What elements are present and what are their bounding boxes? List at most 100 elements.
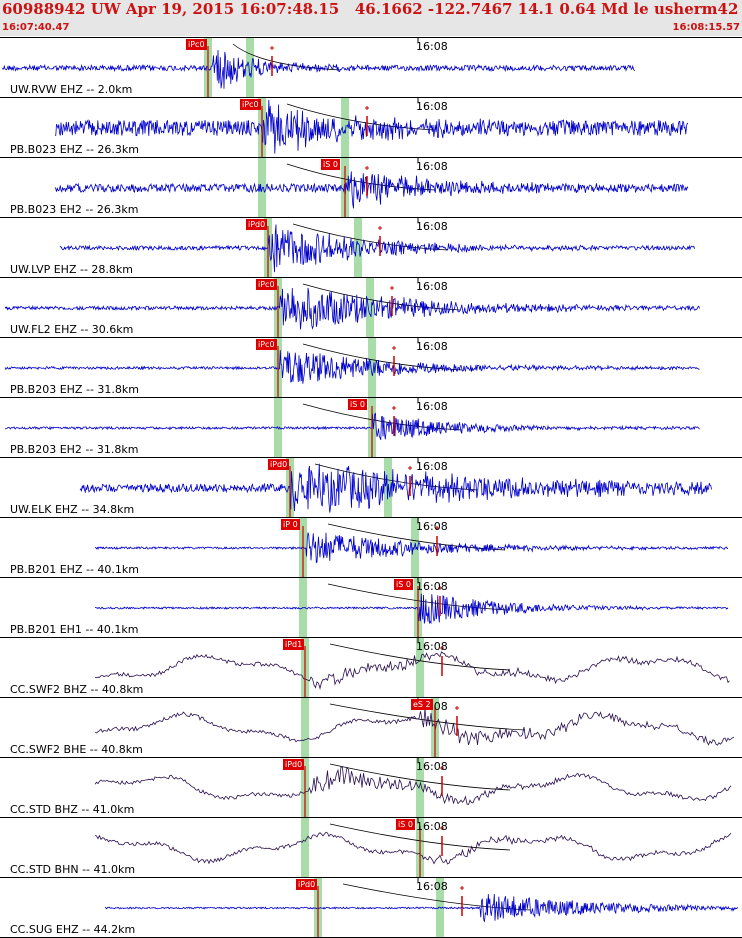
- trace-panel: UW.FL2 EHZ -- 30.6km 16:08 iPc0: [0, 277, 742, 337]
- waveform-trace: [4, 287, 700, 330]
- travel-time-curve: [302, 343, 463, 371]
- p-pick-label[interactable]: iPd1: [283, 639, 305, 650]
- travel-time-curve: [286, 103, 436, 131]
- time-tick-label: 16:08: [416, 220, 448, 233]
- amplitude-cross: [440, 826, 444, 830]
- p-pick-label[interactable]: iPd0: [283, 759, 305, 770]
- travel-time-curve: [286, 163, 436, 191]
- time-tick-label: 16:08: [416, 760, 448, 773]
- travel-time-curve: [329, 823, 511, 851]
- p-pick-label[interactable]: iPc0: [256, 339, 277, 350]
- time-tick-label: 16:08: [416, 580, 448, 593]
- s-pick-label[interactable]: iS 0: [348, 399, 367, 410]
- s-pick-label[interactable]: iS 0: [321, 159, 340, 170]
- waveform-trace: [79, 463, 712, 513]
- waveform-plot: [54, 98, 689, 157]
- amplitude-cross: [392, 346, 396, 350]
- channel-label: PB.B203 EHZ -- 31.8km: [10, 383, 139, 396]
- waveform-plot: [94, 818, 732, 877]
- travel-time-curve: [329, 643, 511, 671]
- phase-window: [411, 518, 419, 577]
- waveform-plot: [4, 338, 700, 397]
- waveform-trace: [54, 171, 689, 209]
- p-pick-label[interactable]: iPd0: [296, 879, 318, 890]
- amplitude-cross: [378, 226, 382, 230]
- waveform-trace: [94, 708, 735, 746]
- amplitude-cross: [440, 766, 444, 770]
- p-pick-label[interactable]: iPd0: [246, 219, 268, 230]
- trace-panel: CC.SWF2 BHZ -- 40.8km 16:08 iPd1: [0, 637, 742, 697]
- channel-label: CC.STD BHZ -- 41.0km: [10, 803, 135, 816]
- phase-window: [301, 818, 309, 877]
- amplitude-cross: [408, 466, 412, 470]
- amplitude-cross: [392, 406, 396, 410]
- phase-window: [416, 758, 424, 817]
- amplitude-cross: [365, 166, 369, 170]
- seismogram-panels: UW.RVW EHZ -- 2.0km 16:08 iPc0 PB.B023 EHZ …: [0, 37, 742, 937]
- trace-panel: PB.B203 EH2 -- 31.8km 16:08 iS 0: [0, 397, 742, 457]
- end-time: 16:08:15.57: [672, 22, 740, 33]
- time-tick-label: 16:08: [416, 520, 448, 533]
- trace-panel: PB.B023 EHZ -- 26.3km 16:08 iPc0: [0, 97, 742, 157]
- s-pick-label[interactable]: iS 0: [396, 819, 415, 830]
- trace-panel: CC.STD BHZ -- 41.0km 16:08 iPd0: [0, 757, 742, 817]
- waveform-trace: [1, 49, 635, 89]
- time-tick-label: 16:08: [416, 160, 448, 173]
- amplitude-cross: [455, 706, 459, 710]
- phase-window: [301, 698, 309, 757]
- trace-panel: PB.B201 EH1 -- 40.1km 16:08 iS 0: [0, 577, 742, 637]
- waveform-trace: [59, 224, 695, 273]
- p-pick-label[interactable]: iPc0: [240, 99, 261, 110]
- p-pick-label[interactable]: iPc0: [186, 39, 207, 50]
- phase-window: [368, 338, 376, 397]
- channel-label: UW.RVW EHZ -- 2.0km: [10, 83, 133, 96]
- waveform-plot: [94, 518, 729, 577]
- p-pick-label[interactable]: iPd0: [268, 459, 290, 470]
- s-pick-label[interactable]: iS 0: [394, 579, 413, 590]
- amplitude-cross: [438, 586, 442, 590]
- trace-panel: UW.LVP EHZ -- 28.8km 16:08 iPd0: [0, 217, 742, 277]
- trace-panel: CC.STD BHN -- 41.0km 16:08 iS 0: [0, 817, 742, 877]
- channel-label: PB.B203 EH2 -- 31.8km: [10, 443, 139, 456]
- amplitude-cross: [435, 526, 439, 530]
- channel-label: CC.STD BHN -- 41.0km: [10, 863, 136, 876]
- trace-panel: PB.B203 EHZ -- 31.8km 16:08 iPc0: [0, 337, 742, 397]
- channel-label: PB.B201 EH1 -- 40.1km: [10, 623, 139, 636]
- amplitude-cross: [390, 286, 394, 290]
- time-tick-label: 16:08: [416, 640, 448, 653]
- time-tick-label: 16:08: [416, 820, 448, 833]
- channel-label: UW.FL2 EHZ -- 30.6km: [10, 323, 134, 336]
- waveform-trace: [94, 593, 729, 625]
- p-pick-label[interactable]: iP 0: [281, 519, 300, 530]
- p-pick-label[interactable]: iPc0: [256, 279, 277, 290]
- time-tick-label: 16:08: [416, 880, 448, 893]
- waveform-trace: [4, 350, 700, 384]
- time-tick-label: 16:08: [416, 100, 448, 113]
- channel-label: CC.SWF2 BHZ -- 40.8km: [10, 683, 144, 696]
- waveform-plot: [94, 758, 732, 817]
- phase-window: [246, 38, 254, 97]
- channel-label: PB.B201 EHZ -- 40.1km: [10, 563, 139, 576]
- waveform-plot: [4, 398, 700, 457]
- amplitude-cross: [460, 886, 464, 890]
- s-pick-label[interactable]: eS 2: [411, 699, 433, 710]
- phase-window: [366, 278, 374, 337]
- waveform-plot: [1, 38, 635, 97]
- waveform-plot: [59, 218, 695, 277]
- channel-label: PB.B023 EH2 -- 26.3km: [10, 203, 139, 216]
- phase-window: [341, 98, 349, 157]
- travel-time-curve: [329, 703, 526, 731]
- amplitude-cross: [365, 106, 369, 110]
- channel-label: PB.B023 EHZ -- 26.3km: [10, 143, 139, 156]
- channel-label: CC.SWF2 BHE -- 40.8km: [10, 743, 143, 756]
- channel-label: UW.LVP EHZ -- 28.8km: [10, 263, 134, 276]
- waveform-plot: [4, 278, 700, 337]
- waveform-trace: [104, 894, 738, 923]
- channel-label: UW.ELK EHZ -- 34.8km: [10, 503, 135, 516]
- waveform-plot: [94, 578, 729, 637]
- trace-panel: UW.RVW EHZ -- 2.0km 16:08 iPc0: [0, 37, 742, 97]
- waveform-trace: [94, 766, 732, 805]
- event-header: 60988942 UW Apr 19, 2015 16:07:48.15 46.…: [0, 0, 742, 36]
- time-tick-label: 16:08: [416, 40, 448, 53]
